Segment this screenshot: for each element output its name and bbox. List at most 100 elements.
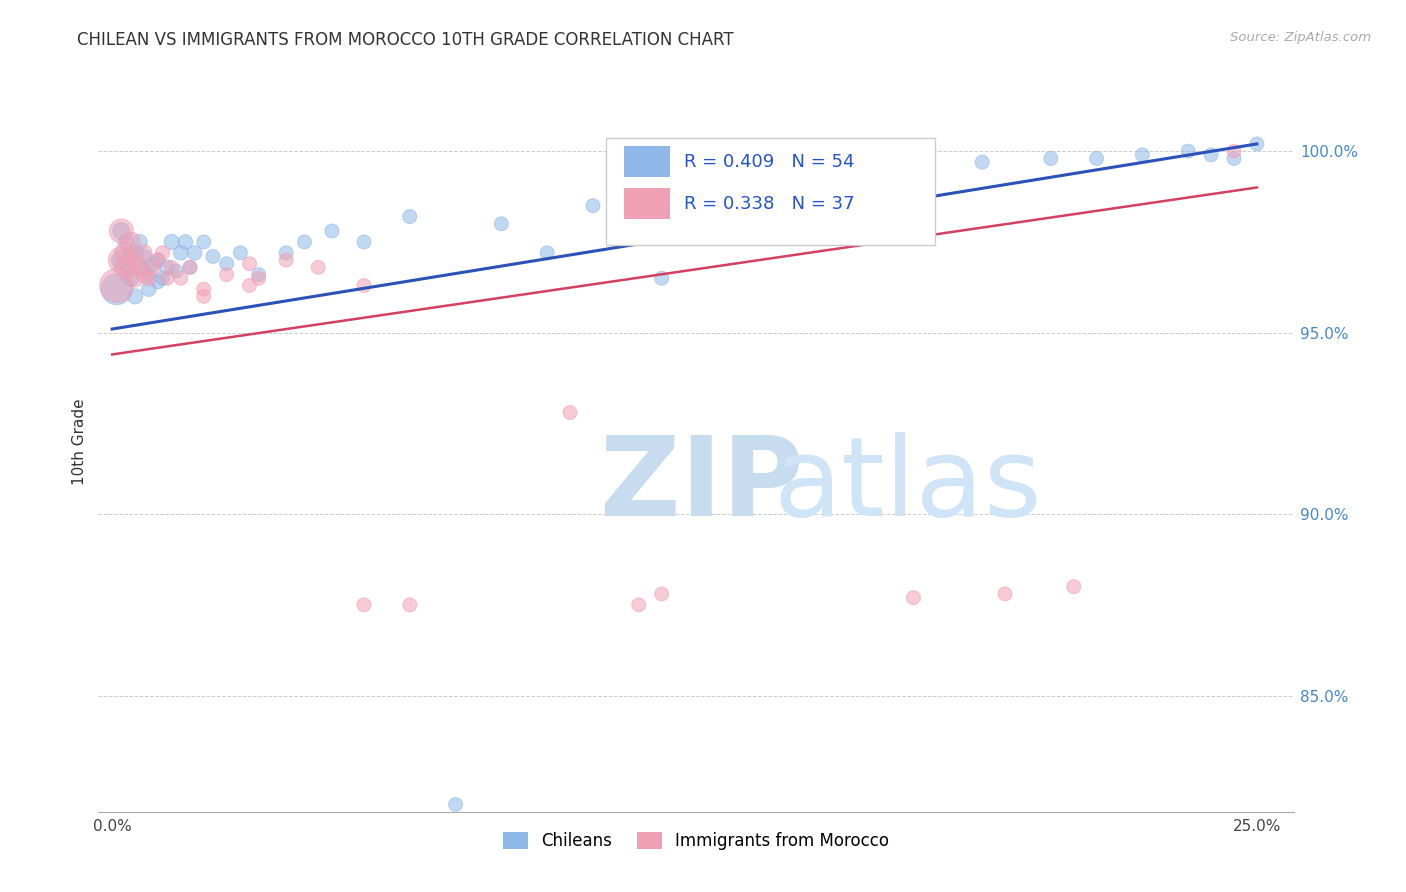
Y-axis label: 10th Grade: 10th Grade <box>72 398 87 485</box>
Point <box>124 253 146 268</box>
Point <box>115 260 138 275</box>
Point <box>152 245 174 260</box>
Point <box>627 598 650 612</box>
Point <box>138 282 160 296</box>
Point <box>110 224 132 238</box>
Legend: Chileans, Immigrants from Morocco: Chileans, Immigrants from Morocco <box>496 825 896 856</box>
Point <box>110 224 132 238</box>
Point <box>128 260 150 275</box>
Text: CHILEAN VS IMMIGRANTS FROM MOROCCO 10TH GRADE CORRELATION CHART: CHILEAN VS IMMIGRANTS FROM MOROCCO 10TH … <box>77 31 734 49</box>
Point <box>994 587 1017 601</box>
Point <box>247 271 270 285</box>
Point <box>179 260 201 275</box>
Point <box>696 180 718 194</box>
Text: R = 0.338   N = 37: R = 0.338 N = 37 <box>685 194 855 212</box>
Point <box>110 253 132 268</box>
Point <box>215 257 238 271</box>
Point <box>1132 148 1154 162</box>
Point <box>124 271 146 285</box>
Point <box>765 187 787 202</box>
Point <box>152 271 174 285</box>
FancyBboxPatch shape <box>624 188 669 219</box>
Point <box>238 257 260 271</box>
Point <box>201 250 224 264</box>
Point <box>972 155 994 169</box>
Point <box>321 224 343 238</box>
Point <box>903 162 925 177</box>
Point <box>160 235 183 249</box>
Point <box>105 282 128 296</box>
Point <box>1177 145 1199 159</box>
Point <box>124 245 146 260</box>
Point <box>1199 148 1222 162</box>
Point <box>651 587 673 601</box>
Text: R = 0.409   N = 54: R = 0.409 N = 54 <box>685 153 855 170</box>
Point <box>120 250 142 264</box>
Point <box>183 245 205 260</box>
Point <box>193 282 215 296</box>
Point <box>193 235 215 249</box>
Point <box>156 260 179 275</box>
Point <box>238 278 260 293</box>
Point <box>124 289 146 303</box>
Point <box>276 245 298 260</box>
Point <box>215 268 238 282</box>
Point <box>398 210 420 224</box>
Point <box>247 268 270 282</box>
Point <box>170 245 193 260</box>
Point <box>536 245 558 260</box>
Point <box>115 260 138 275</box>
Point <box>142 257 165 271</box>
FancyBboxPatch shape <box>624 146 669 178</box>
Point <box>1223 152 1246 166</box>
Point <box>1039 152 1062 166</box>
Point <box>134 268 156 282</box>
Point <box>558 405 581 419</box>
Point <box>627 217 650 231</box>
Point <box>353 598 375 612</box>
Point <box>128 260 150 275</box>
Point <box>174 235 197 249</box>
Point <box>128 235 150 249</box>
Point <box>146 253 169 268</box>
Point <box>105 278 128 293</box>
Text: ZIP: ZIP <box>600 433 804 540</box>
Point <box>142 260 165 275</box>
Point <box>398 598 420 612</box>
Text: Source: ZipAtlas.com: Source: ZipAtlas.com <box>1230 31 1371 45</box>
Point <box>160 260 183 275</box>
Point <box>276 253 298 268</box>
Point <box>120 235 142 249</box>
Point <box>294 235 316 249</box>
Point <box>307 260 329 275</box>
Point <box>179 260 201 275</box>
Point <box>651 271 673 285</box>
Point <box>134 264 156 278</box>
Point <box>120 271 142 285</box>
Point <box>1223 145 1246 159</box>
Point <box>229 245 252 260</box>
Point <box>353 235 375 249</box>
Point <box>1246 136 1268 151</box>
Text: atlas: atlas <box>773 433 1042 540</box>
Point <box>834 173 856 187</box>
Point <box>146 275 169 289</box>
Point <box>134 250 156 264</box>
Point <box>491 217 513 231</box>
Point <box>115 235 138 249</box>
Point <box>444 797 467 812</box>
FancyBboxPatch shape <box>606 138 935 245</box>
Point <box>1063 580 1085 594</box>
Point <box>582 199 605 213</box>
Point <box>110 253 132 268</box>
Point <box>165 264 187 278</box>
Point <box>193 289 215 303</box>
Point <box>156 271 179 285</box>
Point <box>115 245 138 260</box>
Point <box>138 268 160 282</box>
Point <box>353 278 375 293</box>
Point <box>903 591 925 605</box>
Point <box>1085 152 1108 166</box>
Point <box>138 271 160 285</box>
Point <box>170 271 193 285</box>
